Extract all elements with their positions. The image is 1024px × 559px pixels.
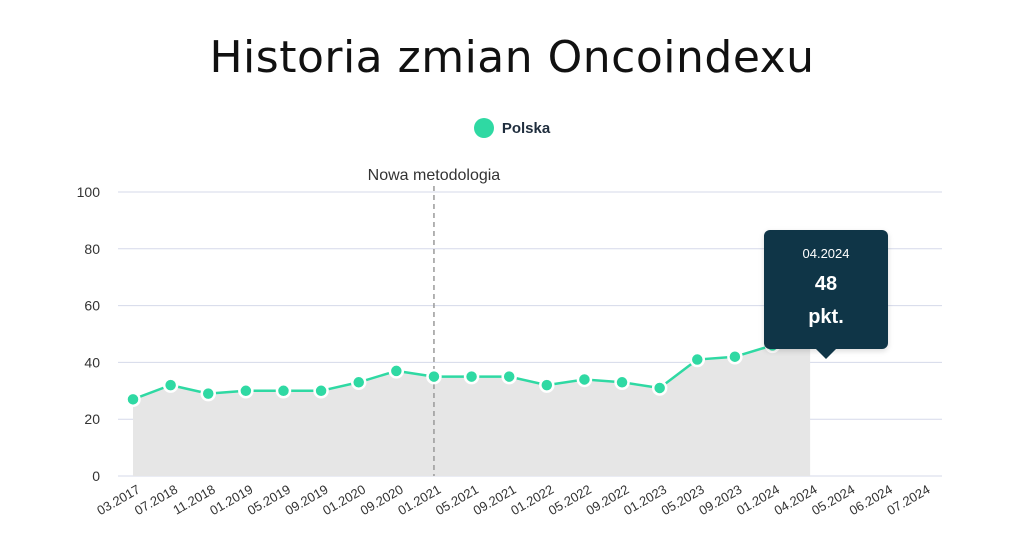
data-point — [689, 351, 706, 368]
data-point — [275, 383, 292, 399]
tooltip-value: 48 — [814, 273, 838, 295]
tooltip-date: 04.2024 — [802, 246, 850, 261]
data-point — [125, 391, 141, 408]
data-point — [162, 377, 179, 393]
y-tick-label: 0 — [92, 468, 100, 484]
y-tick-label: 20 — [84, 411, 100, 427]
tooltip-unit: pkt. — [808, 306, 844, 328]
x-tick-label: 07.2018 — [132, 482, 180, 518]
legend: Polska — [0, 118, 1024, 138]
data-point — [426, 368, 442, 385]
legend-marker — [473, 118, 494, 138]
data-point — [727, 348, 743, 365]
data-point — [463, 368, 480, 385]
data-point — [614, 374, 630, 391]
y-tick-label: 60 — [84, 298, 100, 314]
data-point — [350, 374, 367, 391]
x-tick-label: 07.2024 — [884, 482, 932, 518]
y-tick-label: 80 — [84, 241, 100, 257]
y-tick-label: 40 — [84, 354, 100, 370]
data-point — [313, 383, 329, 399]
annotation-label: Nowa metodologia — [368, 167, 501, 184]
data-point — [501, 368, 517, 385]
data-point — [200, 385, 216, 402]
data-point — [238, 383, 254, 399]
data-point — [576, 371, 593, 388]
legend-label: Polska — [501, 119, 551, 137]
y-tick-label: 100 — [77, 184, 101, 200]
chart-title: Historia zmian Oncoindexu — [209, 32, 815, 83]
data-point — [388, 363, 405, 379]
data-point — [539, 377, 555, 393]
value-tooltip: 04.2024 48 pkt. — [764, 230, 888, 359]
data-point — [651, 380, 668, 396]
series-area-polska — [133, 339, 811, 476]
